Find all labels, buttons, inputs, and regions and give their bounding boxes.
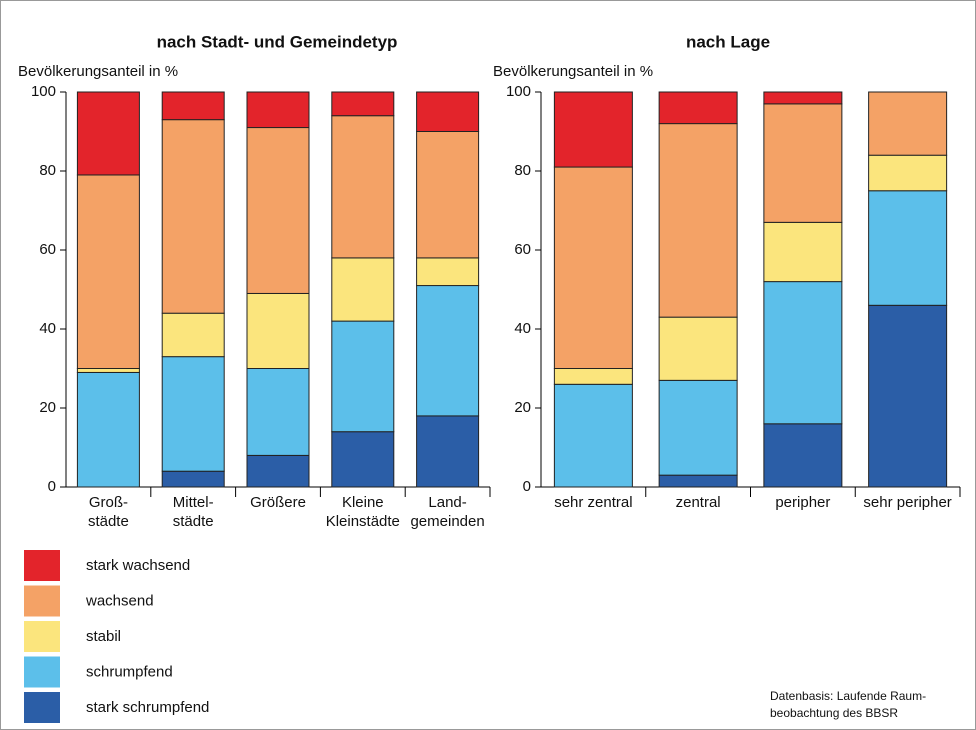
y-tick-label: 0 — [48, 478, 56, 495]
bar-segment — [763, 91, 843, 105]
bar-segment — [763, 221, 843, 283]
y-tick-label: 80 — [39, 162, 56, 179]
bar-segment — [868, 154, 948, 192]
legend-label: stabil — [86, 628, 121, 645]
bar-segment — [763, 423, 843, 488]
y-tick-label: 20 — [514, 399, 531, 416]
bar-segment — [161, 470, 225, 488]
bar-segment — [416, 415, 480, 488]
y-axis-label: Bevölkerungsanteil in % — [493, 63, 653, 80]
x-tick-label: peripher — [775, 494, 830, 511]
x-tick-label: Mittel- — [173, 494, 214, 511]
bar-segment — [161, 119, 225, 314]
bar-segment — [416, 257, 480, 287]
x-tick-label: gemeinden — [410, 513, 484, 530]
bar-segment — [246, 91, 310, 129]
bar-segment — [416, 91, 480, 132]
y-tick-label: 100 — [506, 83, 531, 100]
bar-segment — [658, 123, 738, 318]
chart-title: nach Lage — [686, 32, 770, 51]
y-tick-label: 60 — [39, 241, 56, 258]
bar-segment — [416, 285, 480, 417]
bar-segment — [76, 91, 140, 176]
x-tick-label: Groß- — [89, 494, 128, 511]
x-tick-label: zentral — [676, 494, 721, 511]
legend-swatch — [24, 656, 60, 688]
y-tick-label: 80 — [514, 162, 531, 179]
x-tick-label: Kleine — [342, 494, 384, 511]
legend-swatch — [24, 692, 60, 723]
y-axis-label: Bevölkerungsanteil in % — [18, 63, 178, 80]
y-tick-label: 40 — [39, 320, 56, 337]
x-tick-label: sehr peripher — [863, 494, 951, 511]
bar-segment — [658, 316, 738, 381]
bar-segment — [868, 91, 948, 156]
y-tick-label: 20 — [39, 399, 56, 416]
bar-segment — [763, 281, 843, 425]
bar-segment — [553, 368, 633, 385]
bar-segment — [553, 383, 633, 488]
x-tick-label: städte — [173, 513, 214, 530]
bar-segment — [161, 312, 225, 358]
legend-label: wachsend — [85, 592, 154, 609]
bar-segment — [868, 304, 948, 488]
bar-segment — [416, 131, 480, 259]
x-tick-label: Größere — [250, 494, 306, 511]
x-tick-label: Land- — [428, 494, 466, 511]
bar-segment — [246, 368, 310, 456]
y-tick-label: 100 — [31, 83, 56, 100]
legend-swatch — [24, 550, 60, 581]
y-tick-label: 0 — [523, 478, 531, 495]
y-tick-label: 40 — [514, 320, 531, 337]
bar-segment — [331, 91, 395, 117]
bar-segment — [246, 454, 310, 488]
x-tick-label: städte — [88, 513, 129, 530]
bar-segment — [763, 103, 843, 223]
bar-segment — [331, 431, 395, 488]
bar-segment — [246, 127, 310, 294]
y-tick-label: 60 — [514, 241, 531, 258]
bar-segment — [868, 190, 948, 306]
x-tick-label: Kleinstädte — [326, 513, 400, 530]
bar-segment — [331, 320, 395, 433]
legend-swatch — [24, 621, 60, 652]
source-note: beobachtung des BBSR — [770, 706, 898, 720]
legend-label: stark schrumpfend — [86, 699, 209, 716]
bar-segment — [76, 371, 140, 488]
bar-segment — [331, 257, 395, 322]
bar-segment — [76, 174, 140, 369]
bar-segment — [658, 91, 738, 125]
bar-segment — [246, 292, 310, 370]
bar-segment — [161, 356, 225, 472]
bar-segment — [161, 91, 225, 121]
source-note: Datenbasis: Laufende Raum- — [770, 689, 926, 703]
chart-title: nach Stadt- und Gemeindetyp — [157, 32, 398, 51]
bar-segment — [331, 115, 395, 259]
bar-segment — [553, 91, 633, 168]
bar-segment — [658, 379, 738, 476]
legend-label: stark wachsend — [86, 557, 190, 574]
bar-segment — [76, 368, 140, 373]
bar-segment — [658, 474, 738, 488]
legend-label: schrumpfend — [86, 663, 173, 680]
x-tick-label: sehr zentral — [554, 494, 632, 511]
bar-segment — [553, 166, 633, 369]
legend-swatch — [24, 585, 60, 617]
